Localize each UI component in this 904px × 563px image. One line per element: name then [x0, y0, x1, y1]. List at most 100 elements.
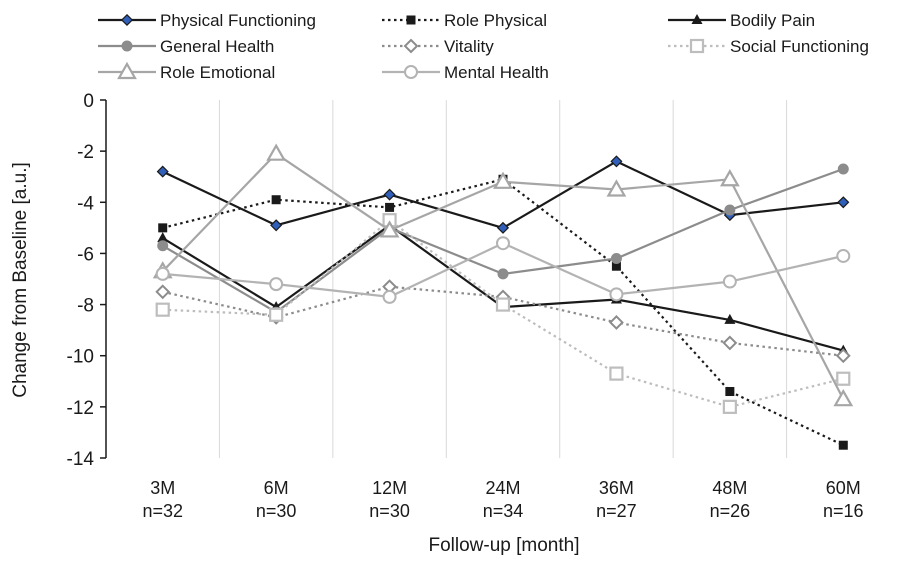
legend-item-social-functioning: Social Functioning	[668, 37, 869, 56]
legend-marker	[689, 38, 705, 54]
data-point	[496, 221, 510, 234]
legend-item-vitality: Vitality	[382, 37, 494, 56]
data-point	[724, 313, 736, 324]
legend-label: General Health	[160, 37, 274, 56]
data-point	[155, 266, 170, 281]
data-point	[269, 277, 284, 292]
data-point	[611, 261, 621, 271]
data-point	[379, 220, 400, 238]
data-point	[493, 171, 513, 189]
legend-item-general-health: General Health	[98, 37, 274, 56]
grid-lines	[218, 100, 788, 458]
legend-label: Bodily Pain	[730, 11, 815, 30]
data-point	[155, 284, 171, 300]
data-point	[609, 287, 624, 302]
x-tick-label: 6M	[264, 478, 289, 498]
data-point	[156, 165, 169, 178]
series-role-physical	[158, 174, 848, 450]
legend-marker	[120, 13, 134, 27]
legend-item-bodily-pain: Bodily Pain	[668, 11, 815, 30]
y-axis-label: Change from Baseline [a.u.]	[10, 162, 31, 398]
x-tick-label: 60M	[826, 478, 861, 498]
series-social-functioning	[155, 213, 851, 414]
legend-marker	[406, 15, 416, 25]
data-point	[271, 195, 281, 205]
y-tick-label: -14	[67, 449, 95, 470]
legend-marker	[404, 65, 418, 79]
y-tick-label: -2	[77, 142, 94, 163]
data-point	[837, 163, 849, 175]
data-point	[496, 236, 510, 251]
legend-label: Physical Functioning	[160, 11, 316, 30]
legend-label: Mental Health	[444, 63, 549, 82]
x-axis-label: Follow-up [month]	[428, 535, 579, 556]
series-line-physical-functioning	[162, 160, 844, 229]
x-tick-label: 48M	[712, 478, 747, 498]
data-point	[725, 387, 735, 397]
legend-marker	[691, 14, 703, 24]
legend-item-physical-functioning: Physical Functioning	[98, 11, 316, 30]
legend-item-mental-health: Mental Health	[382, 63, 549, 82]
data-point	[155, 302, 170, 317]
x-tick-label: 12M	[372, 478, 407, 498]
data-point	[610, 253, 622, 265]
x-tick-label: 24M	[485, 478, 520, 498]
data-point	[724, 204, 736, 216]
legend-item-role-emotional: Role Emotional	[98, 61, 275, 82]
legend-label: Vitality	[444, 37, 494, 56]
data-point	[836, 371, 851, 386]
legend-marker	[403, 38, 419, 54]
y-tick-label: 0	[83, 91, 94, 112]
legend-marker	[121, 40, 133, 52]
legend-marker	[117, 61, 137, 80]
x-tick-sample-size: n=16	[823, 501, 864, 521]
data-point	[835, 348, 851, 364]
y-tick-label: -4	[77, 193, 94, 214]
data-point	[497, 268, 509, 280]
data-point	[722, 399, 737, 414]
data-point	[383, 188, 396, 201]
data-point	[838, 440, 848, 450]
data-point	[385, 202, 395, 212]
legend-label: Social Functioning	[730, 37, 869, 56]
data-point	[269, 307, 284, 322]
y-tick-label: -10	[67, 347, 94, 368]
x-tick-sample-size: n=32	[142, 501, 183, 521]
y-tick-label: -6	[77, 244, 94, 265]
x-tick-sample-size: n=34	[483, 501, 524, 521]
data-point	[609, 366, 624, 381]
series-vitality	[155, 279, 851, 364]
data-point	[495, 297, 511, 312]
x-tick-label: 3M	[150, 478, 175, 498]
data-point	[722, 335, 738, 351]
x-tick-sample-size: n=30	[369, 501, 410, 521]
data-point	[382, 289, 397, 304]
x-tick-sample-size: n=27	[596, 501, 637, 521]
data-point	[158, 223, 168, 233]
x-tick-label: 36M	[599, 478, 634, 498]
x-tick-sample-size: n=26	[710, 501, 751, 521]
data-point	[606, 179, 627, 197]
data-point	[836, 248, 851, 263]
y-tick-label: -8	[77, 296, 94, 317]
data-point	[270, 219, 283, 232]
legend-label: Role Physical	[444, 11, 547, 30]
data-point	[719, 169, 740, 187]
data-point	[157, 240, 169, 252]
series-mental-health	[155, 236, 851, 304]
series-layer	[152, 143, 854, 450]
x-tick-sample-size: n=30	[256, 501, 297, 521]
legend: Physical Functioning Role Physical Bodily …	[98, 11, 869, 82]
y-tick-label: -12	[67, 398, 94, 419]
data-point	[157, 232, 169, 243]
legend-label: Role Emotional	[160, 63, 275, 82]
data-point	[610, 155, 623, 168]
legend-item-role-physical: Role Physical	[382, 11, 547, 30]
axes: 0 -2 -4 -6 -8 -10 -12 -14 3M n=32 6M n=30 12M n=30 24M…	[67, 91, 864, 521]
data-point	[609, 315, 624, 330]
data-point	[722, 274, 737, 289]
data-point	[266, 143, 287, 161]
data-point	[833, 388, 854, 407]
data-point	[837, 196, 850, 209]
